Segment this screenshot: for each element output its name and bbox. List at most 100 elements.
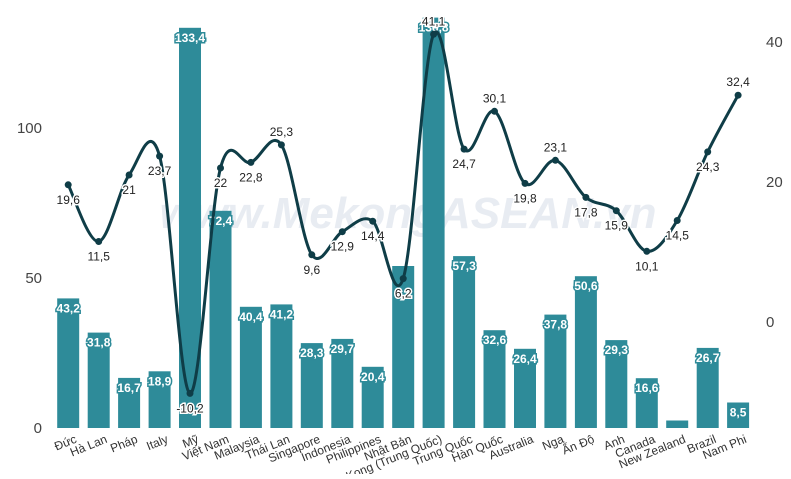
line-point-12 (399, 275, 407, 283)
line-point-10 (338, 228, 346, 236)
line-label-19: 15,9 (605, 219, 629, 233)
line-label-16: 19,8 (513, 191, 537, 205)
line-label-6: 22 (214, 176, 228, 190)
line-label-10: 12,9 (331, 240, 355, 254)
bar-label-9: 28,3 (300, 346, 324, 360)
line-point-5 (186, 389, 194, 397)
bar-12 (392, 266, 415, 428)
bar-label-17: 37,8 (544, 318, 568, 332)
line-point-8 (277, 141, 285, 149)
bar-label-3: 16,7 (117, 381, 141, 395)
right-tick-0: 0 (766, 314, 774, 331)
line-label-1: 19,6 (57, 193, 81, 207)
bar-7 (239, 306, 262, 428)
line-point-2 (95, 238, 103, 245)
line-label-7: 22,8 (239, 170, 263, 184)
bar-label-19: 29,3 (605, 343, 629, 357)
bar-label-10: 29,7 (331, 342, 355, 356)
line-point-1 (64, 181, 72, 189)
line-label-15: 30,1 (483, 91, 507, 105)
line-point-23 (734, 91, 742, 99)
bar-21 (666, 420, 689, 428)
line-label-5: -10,2 (176, 401, 204, 415)
bar-15 (483, 330, 506, 428)
bar-3 (118, 377, 141, 428)
bar-label-11: 20,4 (361, 370, 385, 384)
line-label-12: 6,2 (395, 287, 412, 301)
line-point-22 (704, 148, 712, 156)
line-point-15 (491, 107, 498, 115)
bar-label-1: 43,2 (57, 301, 81, 315)
bar-label-20: 16,6 (635, 381, 659, 395)
line-label-9: 9,6 (303, 263, 320, 277)
growth-line (66, 30, 740, 395)
line-point-13 (430, 30, 438, 38)
category-label-5: Mỹ (180, 432, 200, 451)
left-tick-50: 50 (25, 270, 42, 287)
line-point-19 (612, 207, 620, 215)
bar-5 (179, 27, 201, 429)
line-label-23: 32,4 (726, 75, 750, 89)
bar-label-14: 57,3 (452, 259, 476, 273)
line-label-13: 41,1 (422, 14, 446, 28)
bar-18 (574, 276, 597, 428)
bar-13 (422, 17, 445, 428)
line-point-7 (247, 158, 255, 166)
line-point-21 (673, 217, 681, 224)
right-tick-20: 20 (766, 174, 783, 191)
line-point-9 (308, 251, 316, 259)
line-point-14 (460, 145, 468, 153)
line-point-11 (369, 217, 377, 225)
category-label-18: Ấn Độ (560, 431, 597, 458)
bar-1 (57, 298, 80, 428)
bar-label-23: 8,5 (730, 406, 747, 420)
line-point-6 (217, 164, 224, 172)
category-label-4: Italy (144, 432, 170, 453)
bar-23 (727, 402, 750, 428)
bar-6 (209, 210, 232, 428)
line-label-8: 25,3 (270, 125, 294, 139)
line-point-16 (521, 179, 529, 187)
bar-label-13: 136,8 (419, 21, 449, 35)
bar-label-2: 31,8 (87, 336, 111, 350)
line-point-20 (643, 247, 651, 255)
line-label-22: 24,3 (696, 160, 720, 174)
bar-label-18: 50,6 (574, 279, 598, 293)
bar-label-4: 18,9 (148, 374, 172, 388)
line-point-18 (582, 193, 590, 201)
line-label-14: 24,7 (452, 157, 476, 171)
line-label-4: 23,7 (148, 164, 172, 178)
bar-label-22: 26,7 (696, 351, 720, 365)
line-layer: 19,6 11,5 21 23,7 -10,2 22 22,8 25,3 9,6 12,9 14,4… (55, 13, 752, 417)
bar-20 (635, 378, 658, 428)
bar-16 (514, 348, 536, 428)
line-point-17 (551, 156, 559, 164)
bar-8 (270, 304, 293, 428)
line-label-17: 23,1 (544, 140, 568, 154)
bar-14 (453, 256, 476, 428)
bar-9 (300, 343, 323, 428)
line-label-11: 14,4 (361, 229, 385, 243)
bar-label-15: 32,6 (483, 333, 507, 347)
right-tick-40: 40 (766, 34, 783, 51)
line-label-20: 10,1 (635, 259, 659, 273)
bar-19 (605, 340, 628, 428)
bar-2 (87, 332, 110, 428)
line-label-3: 21 (122, 183, 136, 197)
bar-label-8: 41,2 (270, 307, 294, 321)
bar-22 (696, 347, 719, 428)
bar-11 (361, 366, 384, 428)
bar-label-5: 133,4 (175, 31, 205, 45)
bar-label-7: 40,4 (239, 310, 263, 324)
bar-4 (148, 371, 171, 428)
category-label-3: Pháp (108, 432, 140, 456)
line-point-3 (125, 171, 133, 179)
line-point-4 (156, 152, 164, 160)
left-tick-0: 0 (34, 420, 42, 437)
left-tick-100: 100 (17, 120, 42, 137)
bar-17 (544, 314, 567, 428)
line-label-2: 11,5 (87, 250, 110, 264)
